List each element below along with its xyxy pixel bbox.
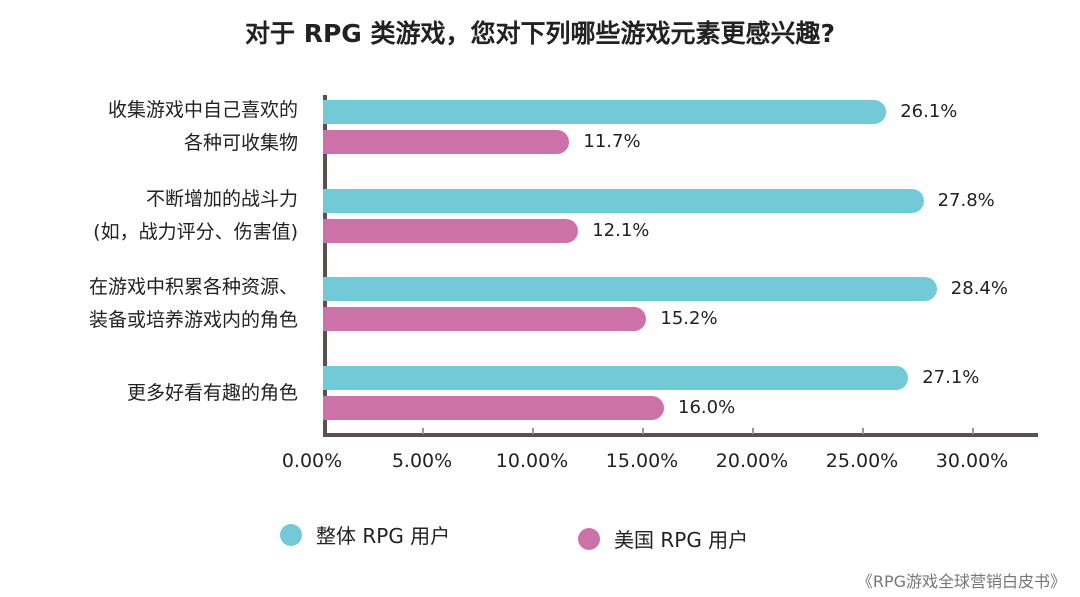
x-tick-label: 5.00% [391, 450, 453, 472]
x-tick-label: 0.00% [281, 450, 343, 472]
data-label: 12.1% [592, 220, 650, 241]
data-label: 28.4% [950, 278, 1008, 299]
legend-label: 整体 RPG 用户 [316, 524, 451, 548]
category-label: 收集游戏中自己喜欢的 各种可收集物 [107, 99, 298, 154]
x-tick-label: 20.00% [715, 450, 789, 472]
bar-overall [323, 100, 887, 124]
bar-us [323, 219, 579, 243]
y-axis-line [323, 95, 327, 437]
data-label: 15.2% [660, 308, 718, 329]
bar-overall [323, 277, 937, 301]
x-tick-mark [642, 428, 644, 434]
x-tick-label: 30.00% [935, 450, 1009, 472]
legend-swatch [578, 527, 600, 550]
data-label: 26.1% [900, 101, 958, 122]
legend-item: 美国 RPG 用户 [578, 524, 748, 553]
x-tick-label: 10.00% [495, 450, 569, 472]
x-axis-line [323, 433, 1038, 437]
bar-us [323, 130, 570, 154]
category-label: 更多好看有趣的角色 [126, 381, 298, 404]
bar-overall [323, 366, 909, 390]
data-label: 16.0% [678, 397, 736, 418]
bar-us [323, 307, 647, 331]
bar-overall [323, 189, 924, 213]
x-tick-mark [422, 428, 424, 434]
category-label: 在游戏中积累各种资源、 装备或培养游戏内的角色 [88, 276, 298, 331]
x-tick-mark [972, 428, 974, 434]
data-label: 11.7% [583, 131, 641, 152]
x-tick-label: 25.00% [825, 450, 899, 472]
legend-swatch [280, 523, 302, 546]
legend-item: 整体 RPG 用户 [280, 520, 450, 549]
legend-label: 美国 RPG 用户 [614, 528, 749, 552]
data-label: 27.1% [922, 367, 980, 388]
x-tick-label: 15.00% [605, 450, 679, 472]
category-label: 不断增加的战斗力 (如，战力评分、伤害值) [93, 188, 298, 243]
data-label: 27.8% [937, 190, 995, 211]
bar-us [323, 396, 664, 420]
chart-title: 对于 RPG 类游戏，您对下列哪些游戏元素更感兴趣? [244, 19, 835, 48]
x-tick-mark [862, 428, 864, 434]
source-note: 《RPG游戏全球营销白皮书》 [856, 572, 1066, 591]
x-tick-mark [532, 428, 534, 434]
x-tick-mark [752, 428, 754, 434]
